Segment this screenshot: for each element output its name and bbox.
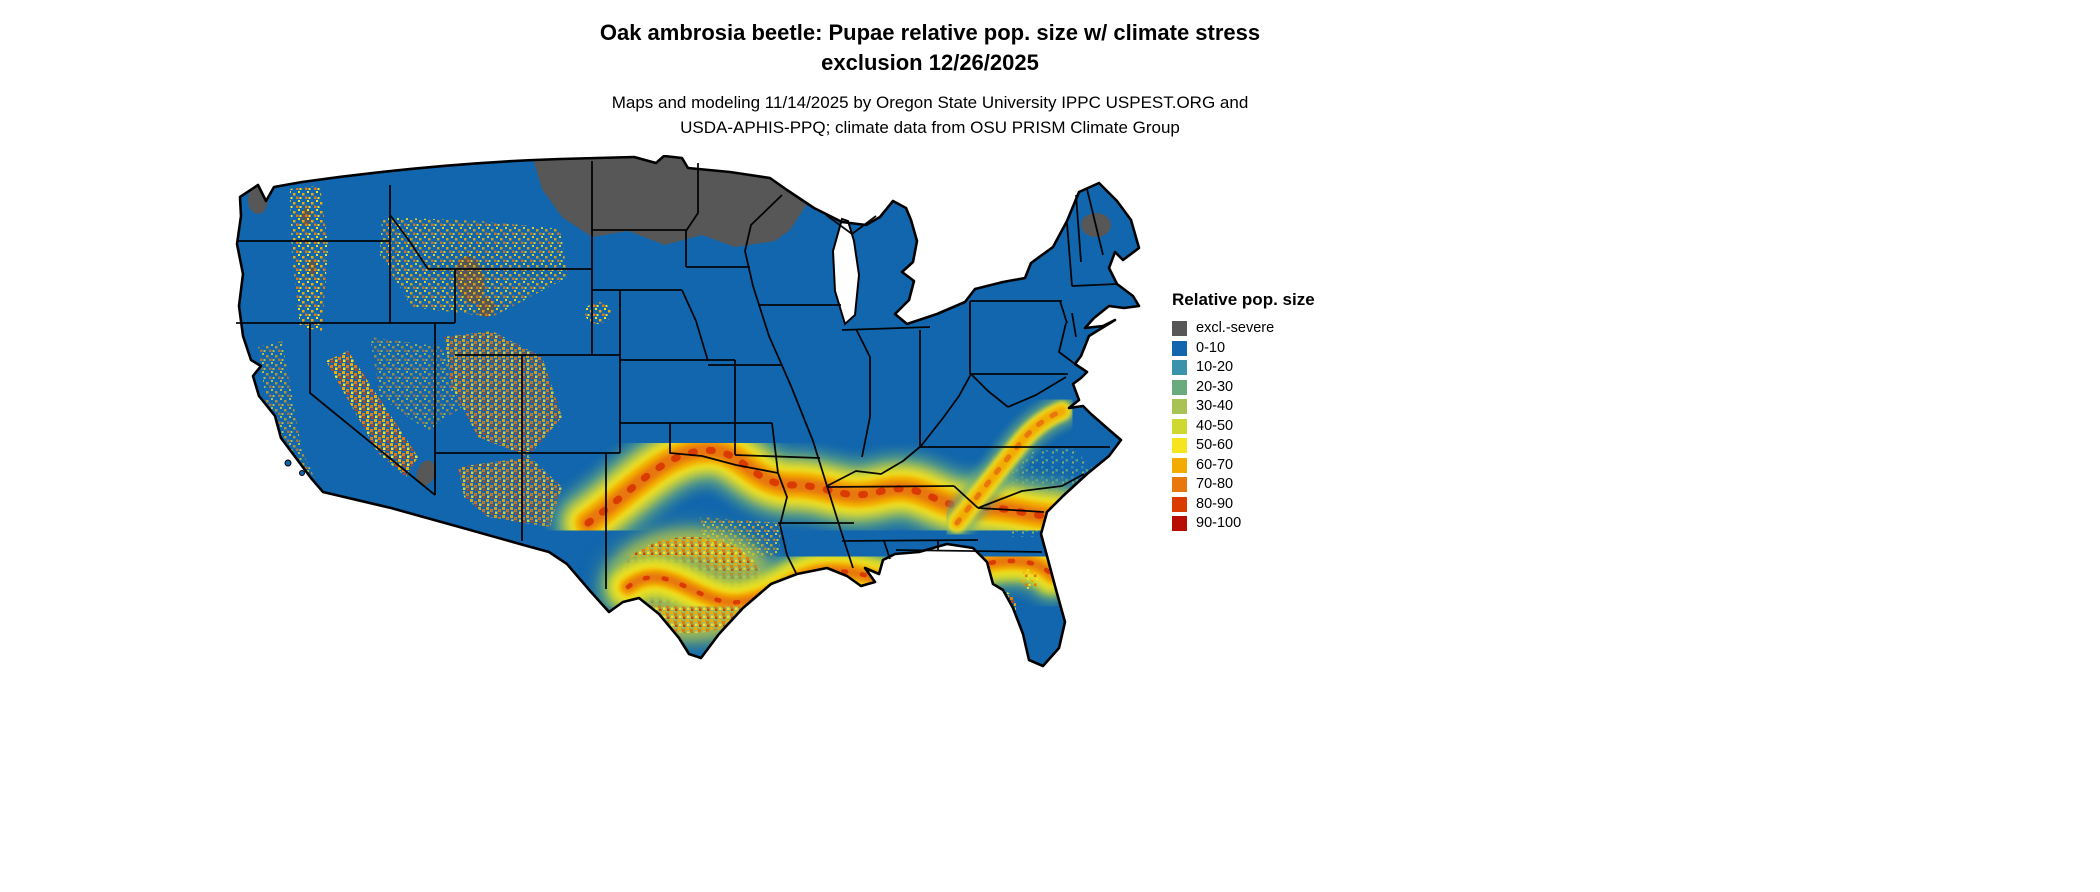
legend-item-label: 70-80 [1196, 476, 1234, 493]
legend-color-swatch [1172, 379, 1187, 395]
legend-item-label: 0-10 [1196, 339, 1226, 356]
legend-item-label: 30-40 [1196, 398, 1234, 415]
legend-color-swatch [1172, 496, 1187, 512]
legend-color-swatch [1172, 477, 1187, 493]
legend-item-label: 90-100 [1196, 515, 1242, 532]
legend-color-swatch [1172, 360, 1187, 376]
legend-item-label: 20-30 [1196, 378, 1234, 395]
map-title-line2: exclusion 12/26/2025 [821, 50, 1039, 75]
legend-color-swatch [1172, 321, 1187, 337]
legend-item: 30-40 [1172, 397, 1392, 417]
legend-item: 70-80 [1172, 475, 1392, 495]
legend-item-label: 60-70 [1196, 456, 1234, 473]
legend-item-label: 40-50 [1196, 417, 1234, 434]
legend-rows: excl.-severe 0-10 10-20 20-30 30-40 40-5… [1172, 319, 1392, 534]
legend-item: 50-60 [1172, 436, 1392, 456]
legend-item-label: 50-60 [1196, 437, 1234, 454]
legend-color-swatch [1172, 399, 1187, 415]
channel-islands [284, 459, 305, 476]
map-legend: Relative pop. size excl.-severe 0-10 10-… [1172, 290, 1392, 534]
western-mountain-speckles [258, 185, 611, 527]
gulf-population-band [599, 531, 1081, 632]
legend-color-swatch [1172, 418, 1187, 434]
map-subtitle-line1: Maps and modeling 11/14/2025 by Oregon S… [611, 93, 1249, 112]
legend-item: excl.-severe [1172, 319, 1392, 339]
legend-color-swatch [1172, 516, 1187, 532]
exclusion-region-nevada [416, 460, 436, 486]
state-borders [236, 161, 1118, 589]
us-map-svg [235, 154, 1141, 668]
legend-item: 0-10 [1172, 339, 1392, 359]
population-raster-layers [248, 156, 1111, 655]
legend-item: 40-50 [1172, 417, 1392, 437]
legend-item: 90-100 [1172, 514, 1392, 534]
legend-item: 10-20 [1172, 358, 1392, 378]
legend-item: 60-70 [1172, 456, 1392, 476]
map-subtitle: Maps and modeling 11/14/2025 by Oregon S… [130, 90, 1730, 140]
legend-item-label: 10-20 [1196, 359, 1234, 376]
legend-color-swatch [1172, 340, 1187, 356]
legend-item: 80-90 [1172, 495, 1392, 515]
legend-item-label: excl.-severe [1196, 320, 1275, 337]
map-subtitle-line2: USDA-APHIS-PPQ; climate data from OSU PR… [680, 118, 1180, 137]
lake-michigan [831, 217, 861, 326]
legend-item-label: 80-90 [1196, 495, 1234, 512]
us-map [230, 154, 1145, 672]
map-title-line1: Oak ambrosia beetle: Pupae relative pop.… [599, 20, 1261, 45]
legend-item: 20-30 [1172, 378, 1392, 398]
legend-title: Relative pop. size [1172, 290, 1315, 309]
map-header: Oak ambrosia beetle: Pupae relative pop.… [130, 18, 1730, 140]
legend-color-swatch [1172, 438, 1187, 454]
legend-color-swatch [1172, 457, 1187, 473]
